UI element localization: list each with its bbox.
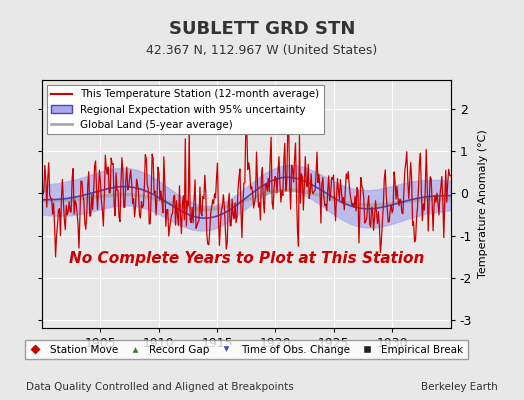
Text: 42.367 N, 112.967 W (United States): 42.367 N, 112.967 W (United States) [146,44,378,57]
Legend: Station Move, Record Gap, Time of Obs. Change, Empirical Break: Station Move, Record Gap, Time of Obs. C… [25,340,467,359]
Text: Data Quality Controlled and Aligned at Breakpoints: Data Quality Controlled and Aligned at B… [26,382,294,392]
Text: Berkeley Earth: Berkeley Earth [421,382,498,392]
Text: No Complete Years to Plot at This Station: No Complete Years to Plot at This Statio… [69,251,424,266]
Y-axis label: Temperature Anomaly (°C): Temperature Anomaly (°C) [477,130,488,278]
Legend: This Temperature Station (12-month average), Regional Expectation with 95% uncer: This Temperature Station (12-month avera… [47,85,324,134]
Text: SUBLETT GRD STN: SUBLETT GRD STN [169,20,355,38]
